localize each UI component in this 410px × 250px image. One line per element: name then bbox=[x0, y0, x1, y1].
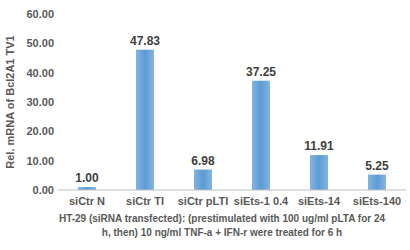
y-tick-label: 40.00 bbox=[26, 67, 54, 79]
x-tick-label: siCtr pLTI bbox=[178, 195, 229, 207]
y-tick-label: 30.00 bbox=[26, 96, 54, 108]
y-axis-label: Rel. mRNA of Bcl2A1 TV1 bbox=[4, 35, 16, 168]
x-tick-label: siEts-1 0.4 bbox=[234, 195, 289, 207]
data-label: 11.91 bbox=[304, 139, 334, 153]
bar bbox=[368, 175, 386, 190]
data-label: 37.25 bbox=[246, 65, 276, 79]
x-axis-label: h, then) 10 ng/ml TNF-a + IFN-r were tre… bbox=[102, 227, 342, 238]
x-tick-label: siEts-140 bbox=[353, 195, 401, 207]
y-tick-label: 20.00 bbox=[26, 125, 54, 137]
data-label: 1.00 bbox=[75, 171, 99, 185]
x-axis-label: HT-29 (siRNA transfected): (prestimulate… bbox=[59, 213, 386, 224]
data-label: 47.83 bbox=[130, 34, 160, 48]
bar bbox=[252, 81, 270, 190]
y-tick-label: 60.00 bbox=[26, 8, 54, 20]
bar bbox=[136, 50, 154, 190]
x-axis-line bbox=[58, 190, 406, 191]
y-tick-label: 0.00 bbox=[33, 184, 54, 196]
bar bbox=[194, 170, 212, 190]
bar bbox=[310, 155, 328, 190]
chart: 0.00 10.00 20.00 30.00 40.00 50.00 60.00 Rel. m… bbox=[0, 0, 410, 250]
data-label: 6.98 bbox=[191, 154, 215, 168]
x-tick-label: siCtr N bbox=[69, 195, 105, 207]
data-label: 5.25 bbox=[365, 159, 389, 173]
x-tick-label: siEts-14 bbox=[298, 195, 341, 207]
y-tick-label: 10.00 bbox=[26, 155, 54, 167]
y-tick-label: 50.00 bbox=[26, 37, 54, 49]
x-tick-label: siCtr TI bbox=[126, 195, 164, 207]
